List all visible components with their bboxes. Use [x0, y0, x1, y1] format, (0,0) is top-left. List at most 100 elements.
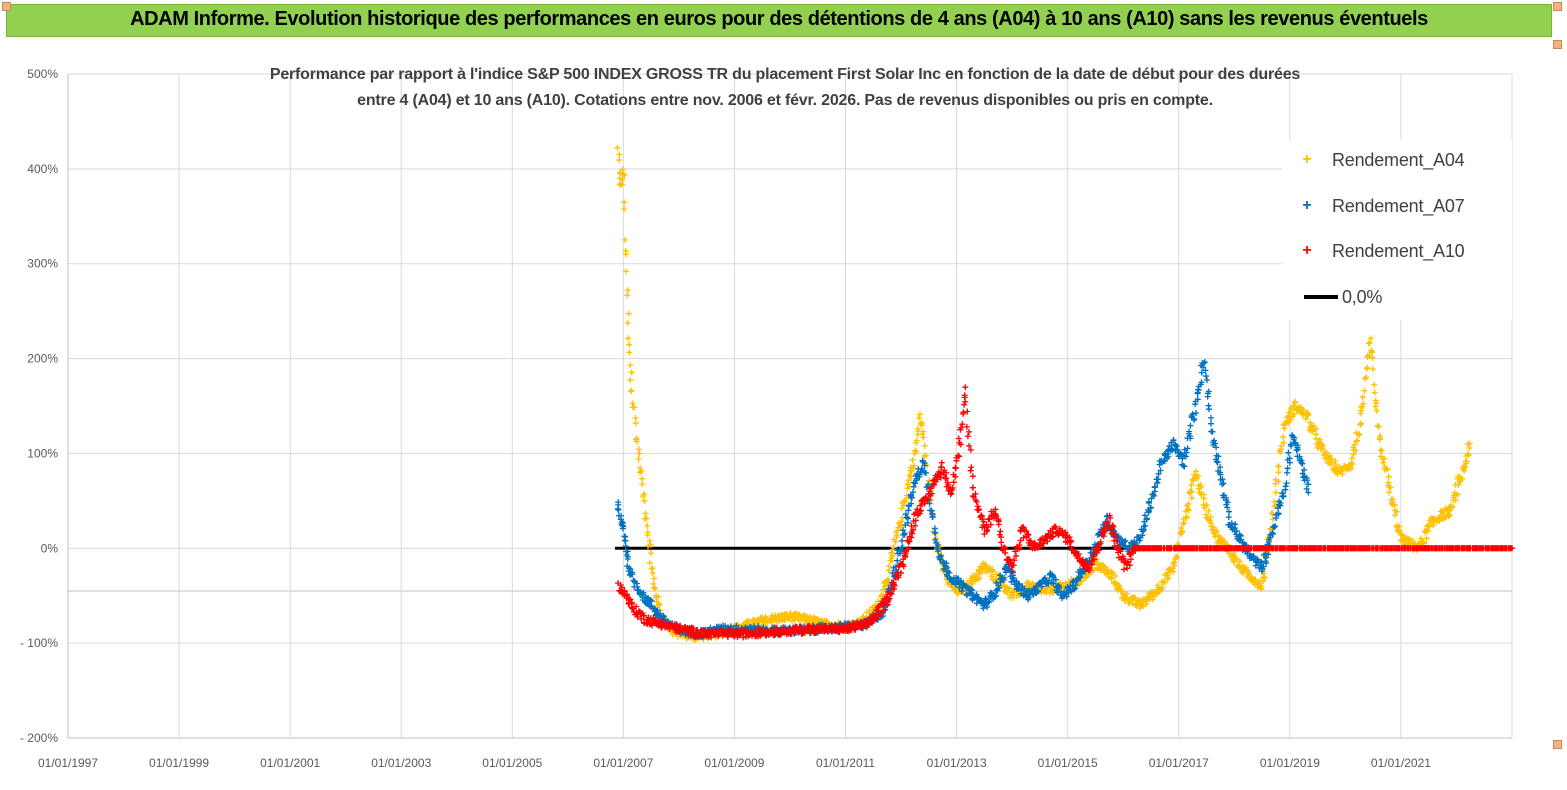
- legend-item-a04: + Rendement_A04: [1282, 146, 1464, 174]
- data-point: [967, 446, 974, 453]
- data-point: [900, 527, 907, 534]
- data-point: [647, 541, 654, 548]
- data-point: [1187, 433, 1194, 440]
- data-point: [906, 538, 913, 545]
- data-point: [1354, 437, 1361, 444]
- data-point: [1155, 476, 1162, 483]
- data-point: [1126, 562, 1133, 569]
- data-point: [1112, 573, 1119, 580]
- data-point: [1301, 466, 1308, 473]
- data-point: [625, 335, 632, 342]
- data-point: [1016, 541, 1023, 548]
- data-point: [913, 448, 920, 455]
- data-point: [642, 510, 649, 517]
- y-tick-label: - 100%: [20, 636, 58, 650]
- data-point: [1224, 504, 1231, 511]
- data-point: [1183, 449, 1190, 456]
- data-point: [992, 506, 999, 513]
- data-point: [628, 387, 635, 394]
- data-point: [898, 544, 905, 551]
- data-point: [623, 268, 630, 275]
- data-point: [1117, 548, 1124, 555]
- resize-handle-bottom-right[interactable]: [1553, 740, 1562, 749]
- data-point: [910, 462, 917, 469]
- resize-handle-top-right[interactable]: [1553, 2, 1562, 11]
- data-point: [622, 543, 629, 550]
- data-point: [1217, 471, 1224, 478]
- data-point: [920, 428, 927, 435]
- data-point: [918, 422, 925, 429]
- y-tick-label: 0%: [41, 541, 59, 555]
- data-point: [878, 610, 885, 617]
- data-point: [1215, 453, 1222, 460]
- data-point: [1025, 531, 1032, 538]
- data-point: [957, 441, 964, 448]
- data-point: [624, 555, 631, 562]
- data-point: [771, 632, 778, 639]
- data-point: [1127, 556, 1134, 563]
- data-point: [623, 251, 630, 258]
- data-point: [904, 515, 911, 522]
- data-point: [1359, 394, 1366, 401]
- data-point: [1180, 462, 1187, 469]
- data-point: [1265, 538, 1272, 545]
- data-point: [1283, 469, 1290, 476]
- data-point: [1383, 465, 1390, 472]
- data-point: [1464, 450, 1471, 457]
- data-point: [1275, 463, 1282, 470]
- data-point: [1185, 507, 1192, 514]
- data-point: [897, 523, 904, 530]
- data-point: [1389, 496, 1396, 503]
- data-point: [647, 596, 654, 603]
- data-point: [989, 568, 996, 575]
- data-point: [1380, 459, 1387, 466]
- data-point: [1298, 457, 1305, 464]
- data-point: [1305, 481, 1312, 488]
- data-point: [948, 490, 955, 497]
- data-point: [970, 493, 977, 500]
- data-point: [901, 499, 908, 506]
- data-point: [931, 529, 938, 536]
- data-point: [1348, 455, 1355, 462]
- data-point: [943, 469, 950, 476]
- legend-label-zero: 0,0%: [1342, 286, 1383, 307]
- data-point: [1067, 537, 1074, 544]
- data-point: [1466, 444, 1473, 451]
- data-point: [1010, 589, 1017, 596]
- data-point: [1285, 449, 1292, 456]
- data-point: [1075, 551, 1082, 558]
- data-point: [947, 491, 954, 498]
- data-point: [633, 438, 640, 445]
- data-point: [701, 627, 708, 634]
- data-point: [614, 144, 621, 151]
- data-point: [1442, 505, 1449, 512]
- data-point: [1062, 529, 1069, 536]
- data-point: [964, 408, 971, 415]
- data-point: [995, 518, 1002, 525]
- data-point: [908, 500, 915, 507]
- data-point: [1355, 432, 1362, 439]
- data-point: [1367, 335, 1374, 342]
- data-point: [1192, 401, 1199, 408]
- data-point: [987, 521, 994, 528]
- data-point: [1203, 373, 1210, 380]
- data-point: [644, 531, 651, 538]
- data-point: [1072, 585, 1079, 592]
- data-point: [890, 544, 897, 551]
- data-point: [950, 479, 957, 486]
- data-point: [959, 421, 966, 428]
- data-point: [1142, 522, 1149, 529]
- data-point: [1188, 495, 1195, 502]
- data-point: [1097, 538, 1104, 545]
- data-point: [648, 565, 655, 572]
- resize-handle-right-middle[interactable]: [1553, 40, 1562, 49]
- data-point: [1037, 580, 1044, 587]
- data-point: [881, 583, 888, 590]
- data-point: [1020, 534, 1027, 541]
- data-point: [891, 582, 898, 589]
- resize-handle-top-left[interactable]: [2, 2, 11, 11]
- data-point: [1203, 502, 1210, 509]
- data-point: [1446, 511, 1453, 518]
- data-point: [1357, 421, 1364, 428]
- data-point: [1456, 478, 1463, 485]
